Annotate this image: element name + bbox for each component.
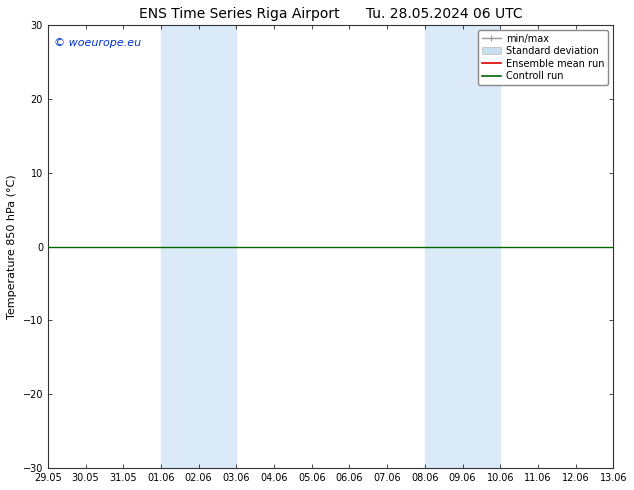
Bar [425,25,500,468]
Text: © woeurope.eu: © woeurope.eu [53,38,141,48]
Bar [161,25,236,468]
Legend: min/max, Standard deviation, Ensemble mean run, Controll run: min/max, Standard deviation, Ensemble me… [478,30,609,85]
Y-axis label: Temperature 850 hPa (°C): Temperature 850 hPa (°C) [7,174,17,319]
Title: ENS Time Series Riga Airport      Tu. 28.05.2024 06 UTC: ENS Time Series Riga Airport Tu. 28.05.2… [139,7,522,21]
